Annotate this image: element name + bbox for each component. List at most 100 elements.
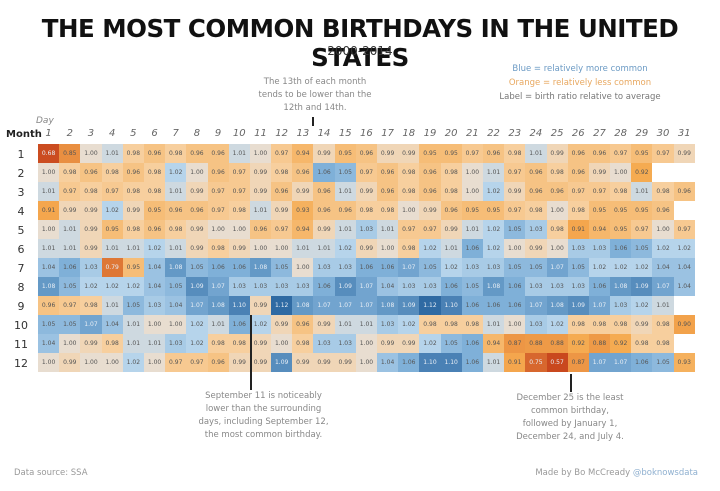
heatmap-cell: 1.01 xyxy=(292,239,314,258)
heatmap-cell: 0.99 xyxy=(546,144,568,163)
heatmap-cell: 1.00 xyxy=(504,239,526,258)
chart-subtitle: 2000-2014 xyxy=(327,44,393,58)
heatmap-cell: 0.99 xyxy=(80,220,102,239)
heatmap-cell: 0.99 xyxy=(588,163,611,182)
heatmap-cell: 0.88 xyxy=(546,334,568,353)
heatmap-cell: 0.97 xyxy=(567,182,589,201)
heatmap-cell: 1.03 xyxy=(165,334,187,353)
heatmap-cell: 0.96 xyxy=(313,182,335,201)
heatmap-cell: 1.03 xyxy=(482,258,505,277)
heatmap-cell: 0.99 xyxy=(228,239,250,258)
month-header: 2 xyxy=(17,167,25,180)
heatmap-cell: 1.01 xyxy=(122,334,144,353)
heatmap-cell: 1.07 xyxy=(80,315,102,334)
heatmap-cell: 0.96 xyxy=(38,296,60,315)
day-header: 13 xyxy=(296,128,310,139)
x-axis-label: Day xyxy=(36,116,54,126)
heatmap-cell: 1.00 xyxy=(271,334,293,353)
heatmap-cell: 1.01 xyxy=(313,239,335,258)
heatmap-cell: 1.07 xyxy=(398,258,420,277)
heatmap-cell: 1.08 xyxy=(292,296,314,315)
heatmap-cell: 1.01 xyxy=(101,239,123,258)
annotation-line: December 25 is the least xyxy=(516,393,624,403)
heatmap-cell: 0.98 xyxy=(631,334,653,353)
annotation-line: common birthday, xyxy=(530,406,610,416)
heatmap-cell: 0.97 xyxy=(59,182,81,201)
heatmap-cell: 1.03 xyxy=(271,277,293,296)
legend: Blue = relatively more common Orange = r… xyxy=(480,62,680,104)
annotation-line: September 11 is noticeably xyxy=(205,391,322,401)
heatmap-cell: 1.01 xyxy=(482,353,505,372)
heatmap-cell: 1.01 xyxy=(165,239,187,258)
heatmap-cell: 1.02 xyxy=(186,334,208,353)
heatmap-cell: 1.10 xyxy=(440,353,462,372)
day-header: 18 xyxy=(402,128,416,139)
heatmap-cell xyxy=(674,296,695,315)
heatmap-row: 0.68 0.85 1.00 1.01 0.98 0.96 0.98 0.96 0.96 1.01… xyxy=(38,144,695,163)
heatmap-cell: 0.93 xyxy=(673,353,695,372)
heatmap-cell: 1.05 xyxy=(504,258,526,277)
heatmap-cell: 0.96 xyxy=(292,315,314,334)
heatmap-cell: 1.06 xyxy=(504,277,526,296)
heatmap-cell: 1.05 xyxy=(59,315,81,334)
heatmap-cell: 0.96 xyxy=(271,182,293,201)
heatmap-cell: 1.01 xyxy=(143,334,166,353)
annotation-dec25: December 25 is the least common birthday… xyxy=(500,392,640,444)
heatmap-cell: 0.99 xyxy=(313,353,335,372)
heatmap-row: 1.00 0.98 0.96 0.98 0.96 0.98 1.02 1.00 0.96 0.97… xyxy=(38,163,695,182)
heatmap-cell: 1.02 xyxy=(122,277,144,296)
heatmap-cell: 0.98 xyxy=(398,239,420,258)
heatmap-cell: 0.97 xyxy=(461,144,483,163)
heatmap-cell: 0.98 xyxy=(398,182,420,201)
heatmap-cell: 1.06 xyxy=(461,353,483,372)
annotation-line: days, including September 12, xyxy=(198,417,329,427)
heatmap-cell: 1.04 xyxy=(377,277,399,296)
month-header: 1 xyxy=(17,148,25,161)
heatmap-cell: 1.09 xyxy=(334,277,356,296)
heatmap-cell: 1.03 xyxy=(461,258,483,277)
heatmap-cell: 0.95 xyxy=(440,144,462,163)
heatmap-cell: 0.87 xyxy=(567,353,589,372)
heatmap-cell: 0.98 xyxy=(652,315,674,334)
heatmap-cell: 0.96 xyxy=(377,182,399,201)
heatmap-cell: 0.97 xyxy=(271,220,293,239)
heatmap-cell: 1.04 xyxy=(143,277,166,296)
heatmap-cell: 0.97 xyxy=(610,144,632,163)
heatmap-cell: 0.94 xyxy=(292,144,314,163)
heatmap-cell: 0.99 xyxy=(673,144,695,163)
heatmap-cell: 0.99 xyxy=(59,201,81,220)
heatmap-cell: 1.01 xyxy=(59,220,81,239)
heatmap-cell: 0.98 xyxy=(546,163,568,182)
heatmap-cell: 0.99 xyxy=(228,353,250,372)
heatmap-cell: 1.06 xyxy=(313,277,335,296)
heatmap-cell: 0.99 xyxy=(249,353,272,372)
day-header: 7 xyxy=(172,128,179,139)
heatmap-cell: 0.95 xyxy=(143,201,166,220)
heatmap-cell: 0.97 xyxy=(59,296,81,315)
heatmap-cell: 0.79 xyxy=(101,258,123,277)
heatmap-cell: 1.01 xyxy=(122,315,144,334)
heatmap-cell: 1.07 xyxy=(313,296,335,315)
heatmap-cell: 1.08 xyxy=(38,277,60,296)
heatmap-cell: 0.99 xyxy=(186,220,208,239)
heatmap-cell: 1.08 xyxy=(610,277,632,296)
day-header: 14 xyxy=(317,128,331,139)
heatmap-cell: 0.99 xyxy=(398,334,420,353)
heatmap-cell: 1.01 xyxy=(482,315,505,334)
heatmap-cell: 1.07 xyxy=(525,296,547,315)
heatmap-cell: 1.06 xyxy=(313,163,335,182)
heatmap-cell: 1.00 xyxy=(186,163,208,182)
day-header: 8 xyxy=(193,128,201,139)
heatmap-cell: 1.02 xyxy=(610,258,632,277)
heatmap-cell: 0.98 xyxy=(101,334,123,353)
heatmap-cell: 0.96 xyxy=(292,163,314,182)
heatmap-cell: 0.98 xyxy=(80,296,102,315)
heatmap-cell: 0.98 xyxy=(122,220,144,239)
heatmap-cell: 0.98 xyxy=(440,315,462,334)
heatmap-cell: 1.02 xyxy=(652,239,674,258)
heatmap-cell: 0.96 xyxy=(355,144,377,163)
heatmap-cell: 1.03 xyxy=(525,315,547,334)
heatmap-cell: 0.98 xyxy=(228,201,250,220)
credit-handle-link[interactable]: @boknowsdata xyxy=(632,468,698,478)
day-header: 25 xyxy=(550,128,564,139)
